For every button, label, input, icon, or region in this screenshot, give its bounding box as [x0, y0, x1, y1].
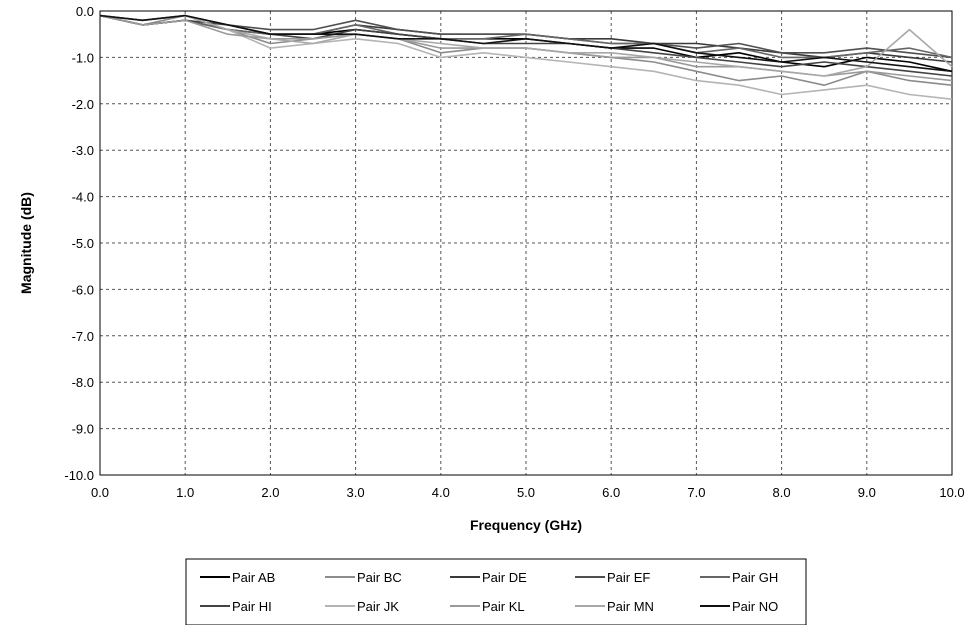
- legend-items: Pair AB Pair BC Pair DE Pair EF Pair GH Pair …: [200, 570, 778, 614]
- x-tick-label: 5.0: [517, 485, 535, 500]
- y-tick-label: -5.0: [72, 236, 94, 251]
- x-tick-label: 10.0: [939, 485, 964, 500]
- legend-label-pair-hi: Pair HI: [232, 599, 272, 614]
- series-line-pair-no: [99, 14, 953, 73]
- y-tick-label: -7.0: [72, 329, 94, 344]
- legend-label-pair-bc: Pair BC: [357, 570, 402, 585]
- legend: Pair AB Pair BC Pair DE Pair EF Pair GH Pair …: [185, 558, 807, 625]
- x-axis-tick-labels: 0.0 1.0 2.0 3.0 4.0 5.0 6.0 7.0 8.0 9.0 10.0: [91, 485, 965, 500]
- legend-label-pair-no: Pair NO: [732, 599, 778, 614]
- legend-label-pair-de: Pair DE: [482, 570, 527, 585]
- plot-area-border: [99, 10, 953, 476]
- y-tick-label: -8.0: [72, 375, 94, 390]
- x-axis-title: Frequency (GHz): [470, 517, 582, 533]
- x-tick-label: 9.0: [858, 485, 876, 500]
- y-axis-tick-labels: 0.0 -1.0 -2.0 -3.0 -4.0 -5.0 -6.0 -7.0 -8.0 -9.0 -…: [64, 4, 94, 483]
- series-lines: [99, 14, 953, 100]
- x-tick-label: 7.0: [687, 485, 705, 500]
- x-tick-label: 0.0: [91, 485, 109, 500]
- grid-lines: [100, 11, 952, 475]
- y-tick-label: -6.0: [72, 282, 94, 297]
- x-tick-label: 3.0: [347, 485, 365, 500]
- x-tick-label: 2.0: [261, 485, 279, 500]
- x-tick-label: 1.0: [176, 485, 194, 500]
- series-line-pair-mn: [99, 14, 953, 77]
- legend-label-pair-jk: Pair JK: [357, 599, 399, 614]
- x-tick-label: 8.0: [773, 485, 791, 500]
- series-line-pair-gh: [99, 14, 953, 59]
- legend-label-pair-mn: Pair MN: [607, 599, 654, 614]
- y-tick-label: -4.0: [72, 190, 94, 205]
- y-tick-label: 0.0: [76, 4, 94, 19]
- y-tick-label: -2.0: [72, 97, 94, 112]
- series-line-pair-bc: [99, 14, 953, 86]
- legend-box: [185, 558, 807, 625]
- x-tick-label: 6.0: [602, 485, 620, 500]
- y-tick-label: -10.0: [64, 468, 94, 483]
- x-tick-label: 4.0: [432, 485, 450, 500]
- y-tick-label: -9.0: [72, 422, 94, 437]
- legend-label-pair-ab: Pair AB: [232, 570, 275, 585]
- legend-label-pair-kl: Pair KL: [482, 599, 525, 614]
- legend-label-pair-gh: Pair GH: [732, 570, 778, 585]
- legend-label-pair-ef: Pair EF: [607, 570, 650, 585]
- y-tick-label: -1.0: [72, 50, 94, 65]
- y-tick-label: -3.0: [72, 143, 94, 158]
- y-axis-title: Magnitude (dB): [18, 192, 34, 294]
